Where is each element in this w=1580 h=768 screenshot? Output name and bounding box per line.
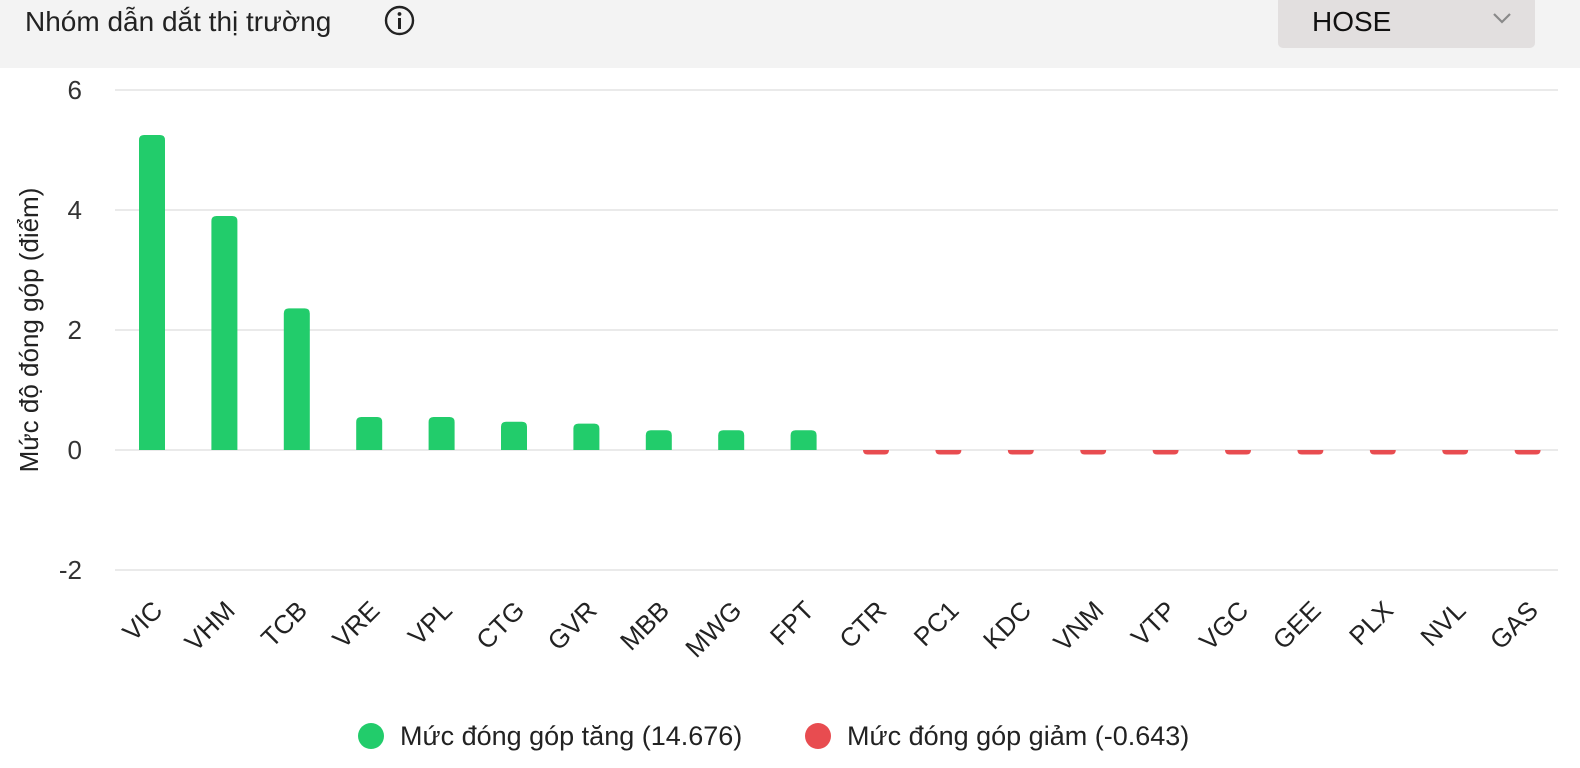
x-tick-label-gee: GEE: [1267, 595, 1327, 655]
x-tick-label-vtp: VTP: [1125, 595, 1182, 652]
y-tick-label: 6: [68, 75, 82, 105]
legend-swatch-increase: [358, 723, 384, 749]
chart-legend: Mức đóng góp tăng (14.676) Mức đóng góp …: [0, 718, 1580, 754]
contribution-bar-chart: -2 0 2 4 6 Mức độ đóng góp (điểm) VIC VHM TCB VRE…: [14, 75, 1558, 663]
exchange-select[interactable]: HOSE: [1278, 0, 1535, 48]
bar-mwg: [718, 430, 745, 450]
bar-gvr: [573, 423, 600, 450]
x-tick-label-vic: VIC: [116, 595, 168, 647]
x-tick-label-tcb: TCB: [255, 595, 313, 653]
bar-plx: [1369, 450, 1396, 455]
bar-kdc: [1007, 450, 1034, 455]
x-tick-label-gvr: GVR: [542, 595, 603, 656]
legend-swatch-decrease: [805, 723, 831, 749]
x-tick-label-mbb: MBB: [614, 595, 675, 656]
chart-header: Nhóm dẫn dắt thị trường HOSE: [0, 0, 1580, 68]
x-tick-label-kdc: KDC: [977, 595, 1037, 655]
bar-tcb: [283, 308, 310, 450]
x-tick-label-ctr: CTR: [833, 595, 892, 654]
legend-label-increase: Mức đóng góp tăng (14.676): [400, 721, 743, 751]
y-tick-label: -2: [59, 555, 82, 585]
chart-title: Nhóm dẫn dắt thị trường: [25, 6, 332, 37]
x-tick-label-gas: GAS: [1484, 595, 1544, 655]
bar-vre: [356, 417, 383, 450]
x-tick-label-vgc: VGC: [1193, 595, 1254, 656]
y-tick-label: 2: [68, 315, 82, 345]
y-tick-label: 4: [68, 195, 82, 225]
bar-vgc: [1225, 450, 1251, 455]
bar-fpt: [790, 430, 817, 450]
x-tick-label-vre: VRE: [326, 595, 385, 654]
x-tick-label-nvl: NVL: [1414, 595, 1471, 652]
bar-ctr: [863, 450, 889, 455]
bar-gas: [1514, 450, 1541, 455]
legend-label-decrease: Mức đóng góp giảm (-0.643): [847, 721, 1190, 751]
bar-vic: [139, 135, 165, 450]
bar-vhm: [211, 216, 238, 450]
y-tick-label: 0: [68, 435, 82, 465]
chevron-down-icon: [1493, 13, 1511, 24]
x-tick-label-vnm: VNM: [1047, 595, 1109, 657]
bar-pc1: [935, 450, 962, 455]
bar-vnm: [1080, 450, 1107, 455]
bar-gee: [1297, 450, 1324, 455]
x-tick-label-fpt: FPT: [764, 595, 820, 651]
bar-vpl: [428, 417, 455, 450]
x-tick-label-pc1: PC1: [908, 595, 965, 652]
bar-ctg: [501, 421, 527, 450]
x-tick-label-mwg: MWG: [679, 595, 747, 663]
info-circle-icon[interactable]: [384, 5, 415, 36]
x-tick-label-vpl: VPL: [402, 595, 458, 651]
bar-mbb: [645, 430, 672, 450]
x-tick-label-ctg: CTG: [470, 595, 530, 655]
exchange-select-value: HOSE: [1312, 6, 1392, 37]
y-axis-label: Mức độ đóng góp (điểm): [14, 188, 44, 473]
x-tick-label-vhm: VHM: [179, 595, 241, 657]
bar-nvl: [1442, 450, 1469, 455]
bar-vtp: [1152, 450, 1179, 455]
x-tick-label-plx: PLX: [1343, 595, 1399, 651]
